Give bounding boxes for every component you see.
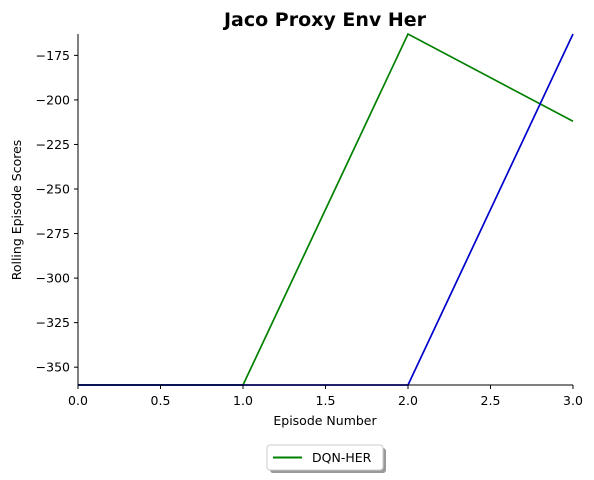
x-ticks: 0.0 0.5 1.0 1.5 2.0 2.5 3.0 — [68, 385, 583, 408]
y-ticks: −175 −200 −225 −250 −275 −300 −325 −350 — [36, 48, 78, 375]
x-tick-label: 0.5 — [151, 393, 171, 408]
chart-title: Jaco Proxy Env Her — [222, 9, 427, 31]
x-tick-label: 3.0 — [563, 393, 583, 408]
series-line-0 — [78, 32, 574, 386]
x-tick-label: 2.5 — [481, 393, 501, 408]
x-axis-label: Episode Number — [273, 413, 377, 428]
legend-frame — [266, 444, 384, 471]
x-tick-label: 0.0 — [68, 393, 88, 408]
y-tick-label: −200 — [36, 92, 70, 107]
y-tick-label: −225 — [36, 137, 70, 152]
y-tick-label: −175 — [36, 48, 70, 63]
y-tick-label: −275 — [36, 226, 70, 241]
legend-label-dqn-her: DQN-HER — [312, 450, 372, 465]
y-tick-label: −350 — [36, 360, 70, 375]
y-tick-label: −300 — [36, 271, 70, 286]
x-tick-label: 1.0 — [233, 393, 253, 408]
y-tick-label: −250 — [36, 182, 70, 197]
y-axis-label: Rolling Episode Scores — [9, 140, 24, 281]
legend: DQN-HER — [266, 444, 386, 473]
x-tick-label: 2.0 — [398, 393, 418, 408]
y-tick-label: −325 — [36, 315, 70, 330]
series-layer — [78, 32, 574, 386]
x-tick-label: 1.5 — [316, 393, 336, 408]
